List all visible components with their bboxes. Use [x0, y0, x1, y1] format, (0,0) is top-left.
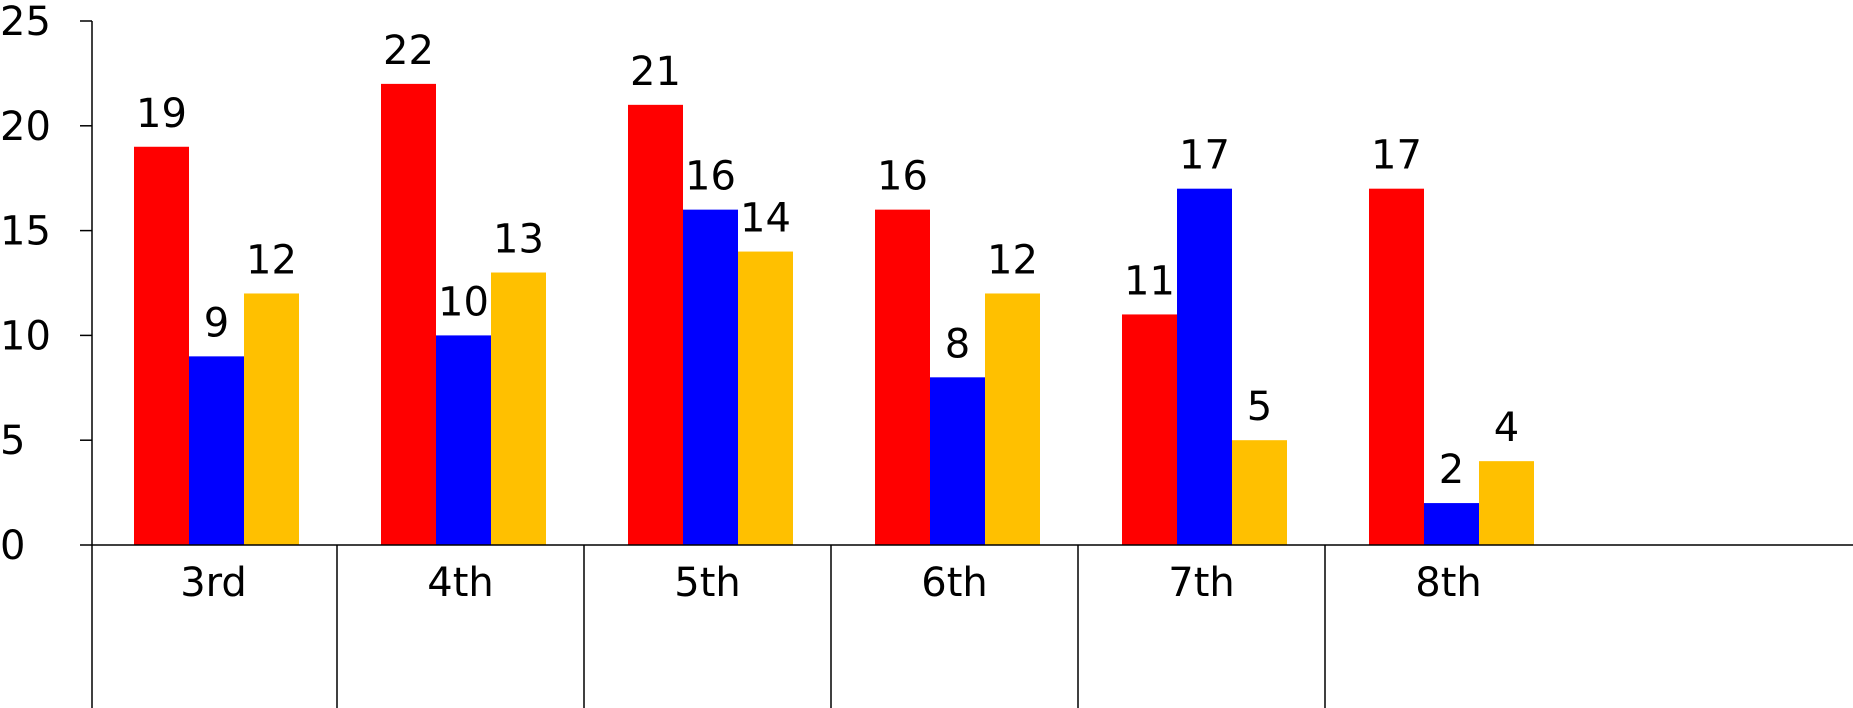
- category-label-3rd: 3rd: [180, 560, 247, 606]
- data-label: 12: [987, 237, 1038, 283]
- bar-series-2-5th: [683, 209, 738, 545]
- data-label: 8: [945, 321, 970, 367]
- bars-layer: [134, 83, 1534, 545]
- y-tick-label: 0: [0, 523, 25, 569]
- bar-series-3-5th: [738, 251, 793, 545]
- category-label-8th: 8th: [1415, 560, 1481, 606]
- data-label: 2: [1439, 447, 1464, 493]
- y-axis-ticks: 0 5 10 15 20 25: [0, 0, 92, 569]
- bar-series-1-4th: [381, 83, 436, 545]
- data-label: 16: [685, 154, 736, 200]
- category-label-6th: 6th: [921, 560, 987, 606]
- y-tick-label: 5: [0, 418, 25, 464]
- bar-series-1-8th: [1369, 188, 1424, 545]
- bar-series-2-3rd: [189, 356, 244, 545]
- bar-series-1-3rd: [134, 146, 189, 545]
- bar-series-3-8th: [1479, 461, 1534, 545]
- category-label-7th: 7th: [1168, 560, 1234, 606]
- y-tick-label: 20: [0, 104, 51, 150]
- data-label: 5: [1247, 384, 1272, 430]
- bar-series-3-7th: [1232, 440, 1287, 545]
- bar-series-2-7th: [1177, 188, 1232, 545]
- data-label: 10: [438, 279, 489, 325]
- bar-series-2-4th: [436, 335, 491, 545]
- data-label: 4: [1494, 405, 1519, 451]
- axes-layer: [91, 21, 1853, 708]
- bar-series-2-6th: [930, 377, 985, 545]
- bar-series-3-4th: [491, 272, 546, 545]
- bar-series-1-6th: [875, 209, 930, 545]
- data-label: 14: [740, 196, 791, 242]
- data-label: 19: [136, 91, 187, 137]
- bar-series-3-6th: [985, 293, 1040, 545]
- bar-series-1-7th: [1122, 314, 1177, 545]
- data-label: 16: [877, 154, 928, 200]
- y-tick-label: 25: [0, 0, 51, 45]
- data-label: 17: [1179, 133, 1230, 179]
- bar-series-3-3rd: [244, 293, 299, 545]
- data-label: 11: [1124, 258, 1175, 304]
- data-label: 17: [1371, 133, 1422, 179]
- y-tick-label: 15: [0, 209, 51, 255]
- bar-series-2-8th: [1424, 503, 1479, 545]
- category-label-5th: 5th: [674, 560, 740, 606]
- category-label-4th: 4th: [427, 560, 493, 606]
- category-labels-layer: 3rd 4th 5th 6th 7th 8th: [180, 560, 1482, 606]
- data-label: 22: [383, 28, 434, 74]
- data-label: 9: [204, 300, 229, 346]
- data-label: 21: [630, 49, 681, 95]
- y-tick-label: 10: [0, 313, 51, 359]
- bar-series-1-5th: [628, 104, 683, 545]
- data-label: 12: [246, 237, 297, 283]
- data-label: 13: [493, 217, 544, 263]
